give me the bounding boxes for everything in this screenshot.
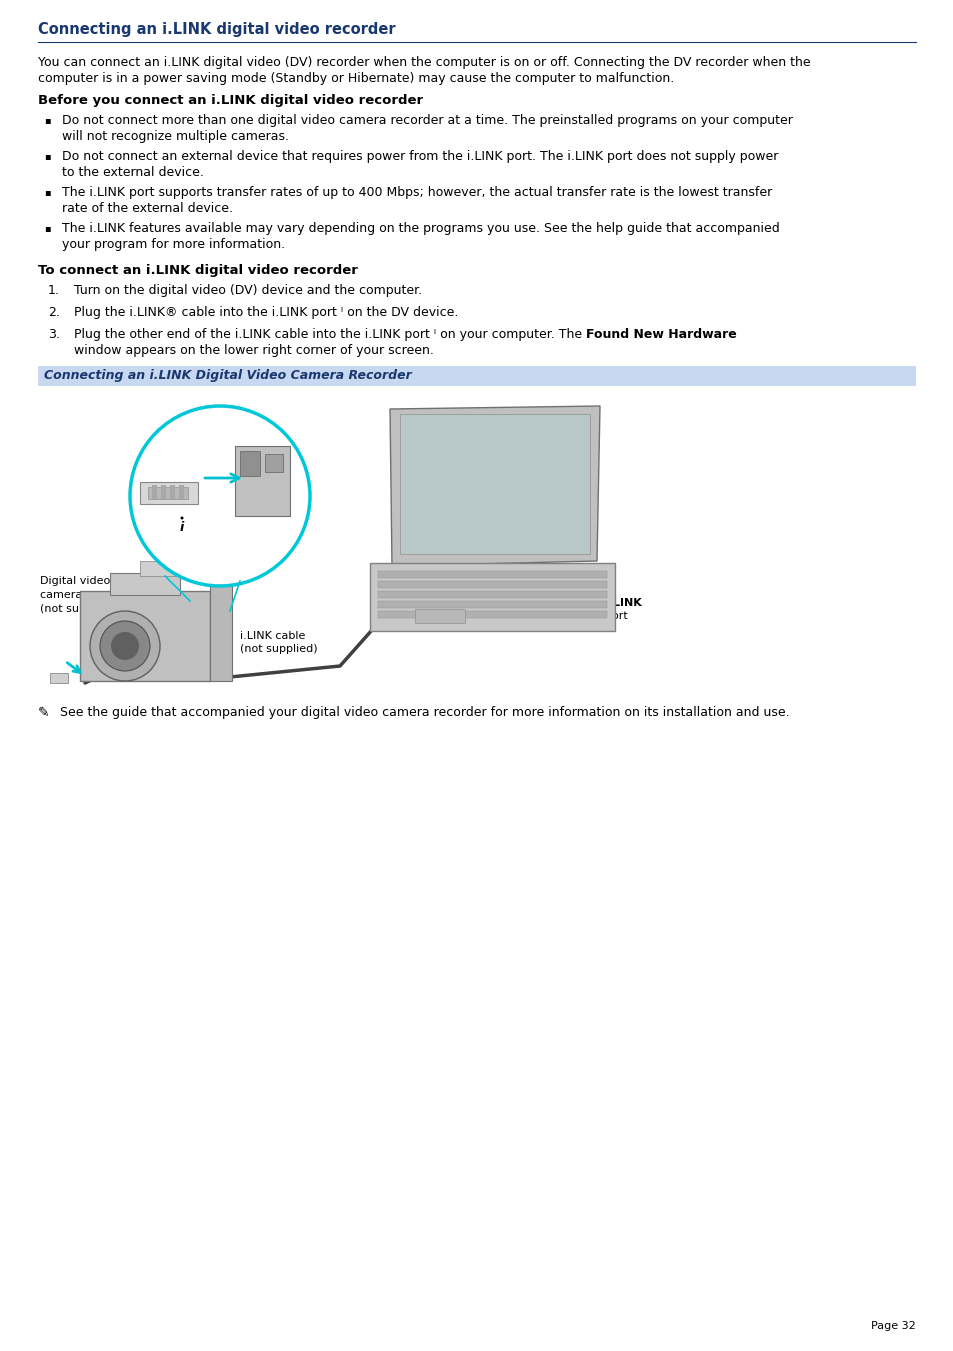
Bar: [110, 573, 180, 594]
Text: i.LINK: i.LINK: [604, 598, 641, 608]
Text: ▪: ▪: [44, 115, 51, 126]
Text: port: port: [604, 611, 627, 621]
Text: Plug the i.LINK® cable into the i.LINK port ᴵ on the DV device.: Plug the i.LINK® cable into the i.LINK p…: [74, 305, 457, 319]
Text: rate of the external device.: rate of the external device.: [62, 203, 233, 215]
Bar: [161, 485, 166, 499]
Circle shape: [100, 621, 150, 671]
Text: i.LINK cable: i.LINK cable: [240, 631, 305, 640]
Text: 3.: 3.: [48, 328, 60, 340]
Text: See the guide that accompanied your digital video camera recorder for more infor: See the guide that accompanied your digi…: [60, 707, 789, 719]
Circle shape: [132, 408, 308, 585]
Text: Do not connect more than one digital video camera recorder at a time. The preins: Do not connect more than one digital vid…: [62, 113, 792, 127]
Bar: [179, 485, 184, 499]
Circle shape: [90, 611, 160, 681]
Text: Connecting an i.LINK digital video recorder: Connecting an i.LINK digital video recor…: [38, 22, 395, 36]
Text: To connect an i.LINK digital video recorder: To connect an i.LINK digital video recor…: [38, 263, 357, 277]
Text: 1.: 1.: [48, 284, 60, 297]
Text: 2.: 2.: [48, 305, 60, 319]
Bar: [170, 485, 174, 499]
Text: Plug the other end of the i.LINK cable into the i.LINK port ᴵ on your computer. : Plug the other end of the i.LINK cable i…: [74, 328, 585, 340]
Bar: [377, 590, 606, 598]
Bar: [148, 486, 188, 499]
Text: ▪: ▪: [44, 223, 51, 232]
Text: Found New Hardware: Found New Hardware: [585, 328, 736, 340]
Text: Digital video: Digital video: [40, 576, 111, 586]
Bar: [38, 366, 915, 386]
Text: (not supplied): (not supplied): [40, 604, 117, 613]
Bar: [415, 609, 464, 623]
Text: Do not connect an external device that requires power from the i.LINK port. The : Do not connect an external device that r…: [62, 150, 778, 163]
Text: window appears on the lower right corner of your screen.: window appears on the lower right corner…: [74, 345, 434, 357]
Bar: [240, 451, 260, 476]
Text: Turn on the digital video (DV) device and the computer.: Turn on the digital video (DV) device an…: [74, 284, 421, 297]
Polygon shape: [390, 407, 599, 566]
Bar: [234, 446, 290, 516]
Bar: [50, 673, 68, 684]
Text: (not supplied): (not supplied): [240, 644, 317, 654]
Bar: [399, 413, 589, 554]
Bar: [377, 571, 606, 578]
Bar: [265, 454, 283, 471]
Text: your program for more information.: your program for more information.: [62, 238, 285, 251]
Text: camera recorder: camera recorder: [40, 590, 132, 600]
Text: You can connect an i.LINK digital video (DV) recorder when the computer is on or: You can connect an i.LINK digital video …: [38, 55, 810, 69]
Bar: [377, 581, 606, 588]
Bar: [38, 386, 915, 686]
Text: computer is in a power saving mode (Standby or Hibernate) may cause the computer: computer is in a power saving mode (Stan…: [38, 72, 674, 85]
Bar: [140, 561, 180, 576]
Bar: [370, 563, 615, 631]
Text: Connecting an i.LINK Digital Video Camera Recorder: Connecting an i.LINK Digital Video Camer…: [44, 370, 412, 382]
Bar: [210, 581, 232, 681]
Text: The i.LINK port supports transfer rates of up to 400 Mbps; however, the actual t: The i.LINK port supports transfer rates …: [62, 186, 771, 199]
Bar: [80, 590, 210, 681]
Text: Page 32: Page 32: [870, 1321, 915, 1331]
Text: to the external device.: to the external device.: [62, 166, 204, 178]
Bar: [140, 482, 198, 504]
Text: ▪: ▪: [44, 151, 51, 161]
Bar: [377, 611, 606, 617]
Text: will not recognize multiple cameras.: will not recognize multiple cameras.: [62, 130, 289, 143]
Text: ▪: ▪: [44, 186, 51, 197]
Bar: [152, 485, 157, 499]
Bar: [377, 601, 606, 608]
Text: Before you connect an i.LINK digital video recorder: Before you connect an i.LINK digital vid…: [38, 95, 423, 107]
Circle shape: [180, 516, 183, 520]
Text: The i.LINK features available may vary depending on the programs you use. See th: The i.LINK features available may vary d…: [62, 222, 779, 235]
Circle shape: [111, 632, 139, 661]
Text: ✎: ✎: [38, 707, 50, 720]
Text: i: i: [180, 521, 184, 534]
